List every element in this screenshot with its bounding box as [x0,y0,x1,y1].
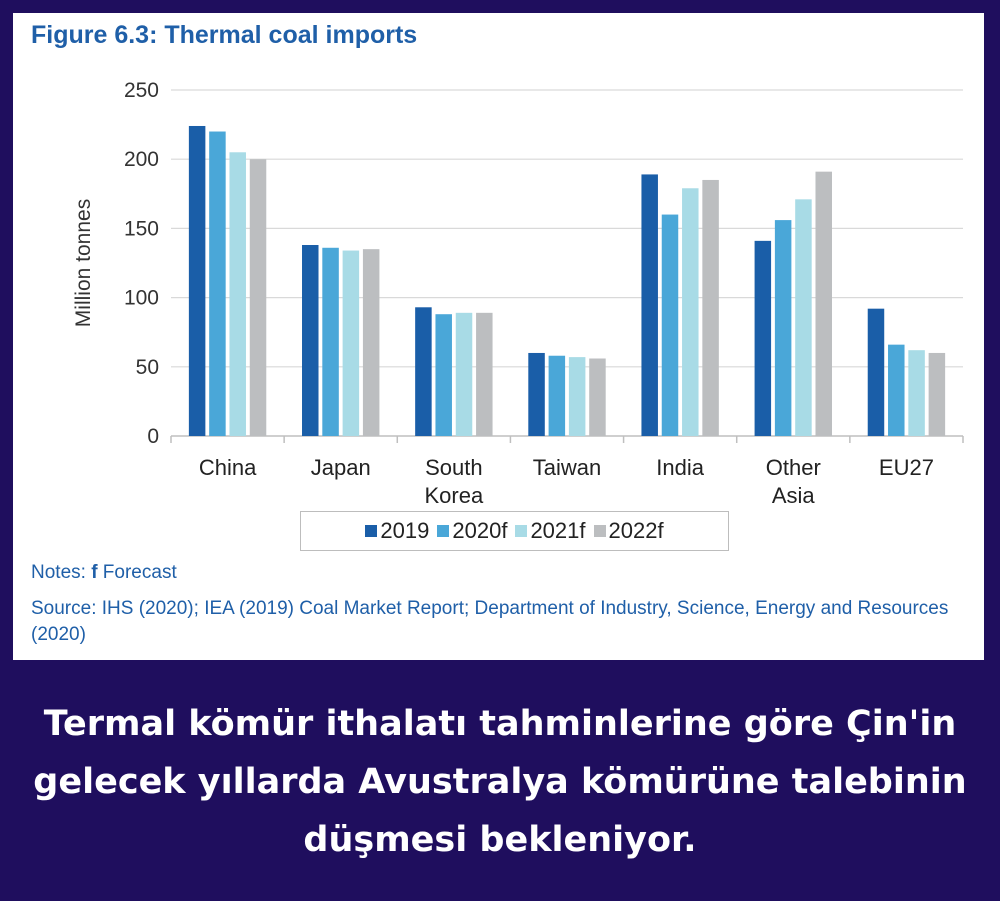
x-tick-label: Asia [772,483,816,508]
y-tick-label: 250 [124,79,159,102]
legend-swatch [593,525,606,537]
x-tick-label: Taiwan [533,455,601,480]
legend-item: 2019 [365,518,429,544]
chart-legend: 2019 2020f 2021f 2022f [300,511,729,551]
y-tick-label: 0 [147,425,159,448]
bar-2020f-2 [435,314,452,436]
bar-2022f-5 [815,171,832,436]
caption: Termal kömür ithalatı tahminlerine göre … [33,704,967,860]
bar-2022f-4 [702,179,719,436]
legend-swatch [515,525,528,537]
figure-title: Figure 6.3: Thermal coal imports [31,21,418,49]
bar-2019-1 [302,245,319,436]
bar-2021f-4 [682,188,699,436]
bar-2022f-2 [476,312,493,436]
x-tick-label: Other [766,455,821,480]
legend-swatch [365,525,378,537]
bar-2020f-6 [888,344,905,436]
bar-2021f-2 [455,312,473,436]
bar-2020f-5 [774,220,792,436]
y-tick-label: 100 [124,287,159,310]
bar-2020f-4 [661,214,679,436]
legend-label: 2021f [530,518,586,543]
legend-item: 2022f [593,518,664,544]
y-tick-label: 150 [124,217,159,240]
notes-label: Notes: [31,562,92,583]
source-text: Source: IHS (2020); IEA (2019) Coal Mark… [31,598,949,645]
y-tick-label: 200 [124,148,159,171]
bar-2019-2 [415,307,432,436]
bar-2021f-3 [568,357,586,436]
bar-2022f-0 [249,159,267,436]
bar-chart: 0 50 100 150 200 250 Million tonnes China Japan S… [72,79,964,508]
legend-item: 2021f [515,518,586,544]
notes: Notes: f Forecast [31,562,177,584]
bar-2019-3 [528,352,545,436]
bar-2022f-6 [928,352,946,436]
bar-2022f-1 [362,249,380,436]
bar-2020f-0 [209,131,226,436]
bar-2019-0 [188,125,206,436]
bar-2021f-1 [342,250,360,436]
notes-text: Forecast [97,562,177,583]
x-tick-label: South [425,455,483,480]
bar-2021f-6 [908,350,925,436]
bar-2021f-0 [229,152,246,436]
legend-item: 2020f [437,518,507,544]
bar-2019-6 [867,308,885,436]
bar-2019-4 [641,174,658,436]
legend-swatch [437,525,450,537]
y-tick-label: 50 [136,356,159,379]
legend-label: 2022f [608,518,664,543]
bar-2020f-3 [548,355,566,436]
figure-panel: Figure 6.3: Thermal coal imports 0 50 100 1… [13,13,984,660]
x-tick-label: EU27 [879,455,934,480]
bar-2019-5 [754,240,772,436]
notes-forecast-marker: f [91,562,98,583]
x-tick-label: Japan [311,455,371,480]
legend-label: 2019 [380,518,430,543]
legend-label: 2020f [452,518,508,543]
x-tick-label: India [656,455,704,480]
bar-2021f-5 [795,199,812,436]
x-tick-label: Korea [424,483,483,508]
bar-2022f-3 [589,358,606,436]
x-tick-label: China [199,455,257,480]
y-axis-label: Million tonnes [72,199,95,327]
bar-2020f-1 [322,247,339,436]
